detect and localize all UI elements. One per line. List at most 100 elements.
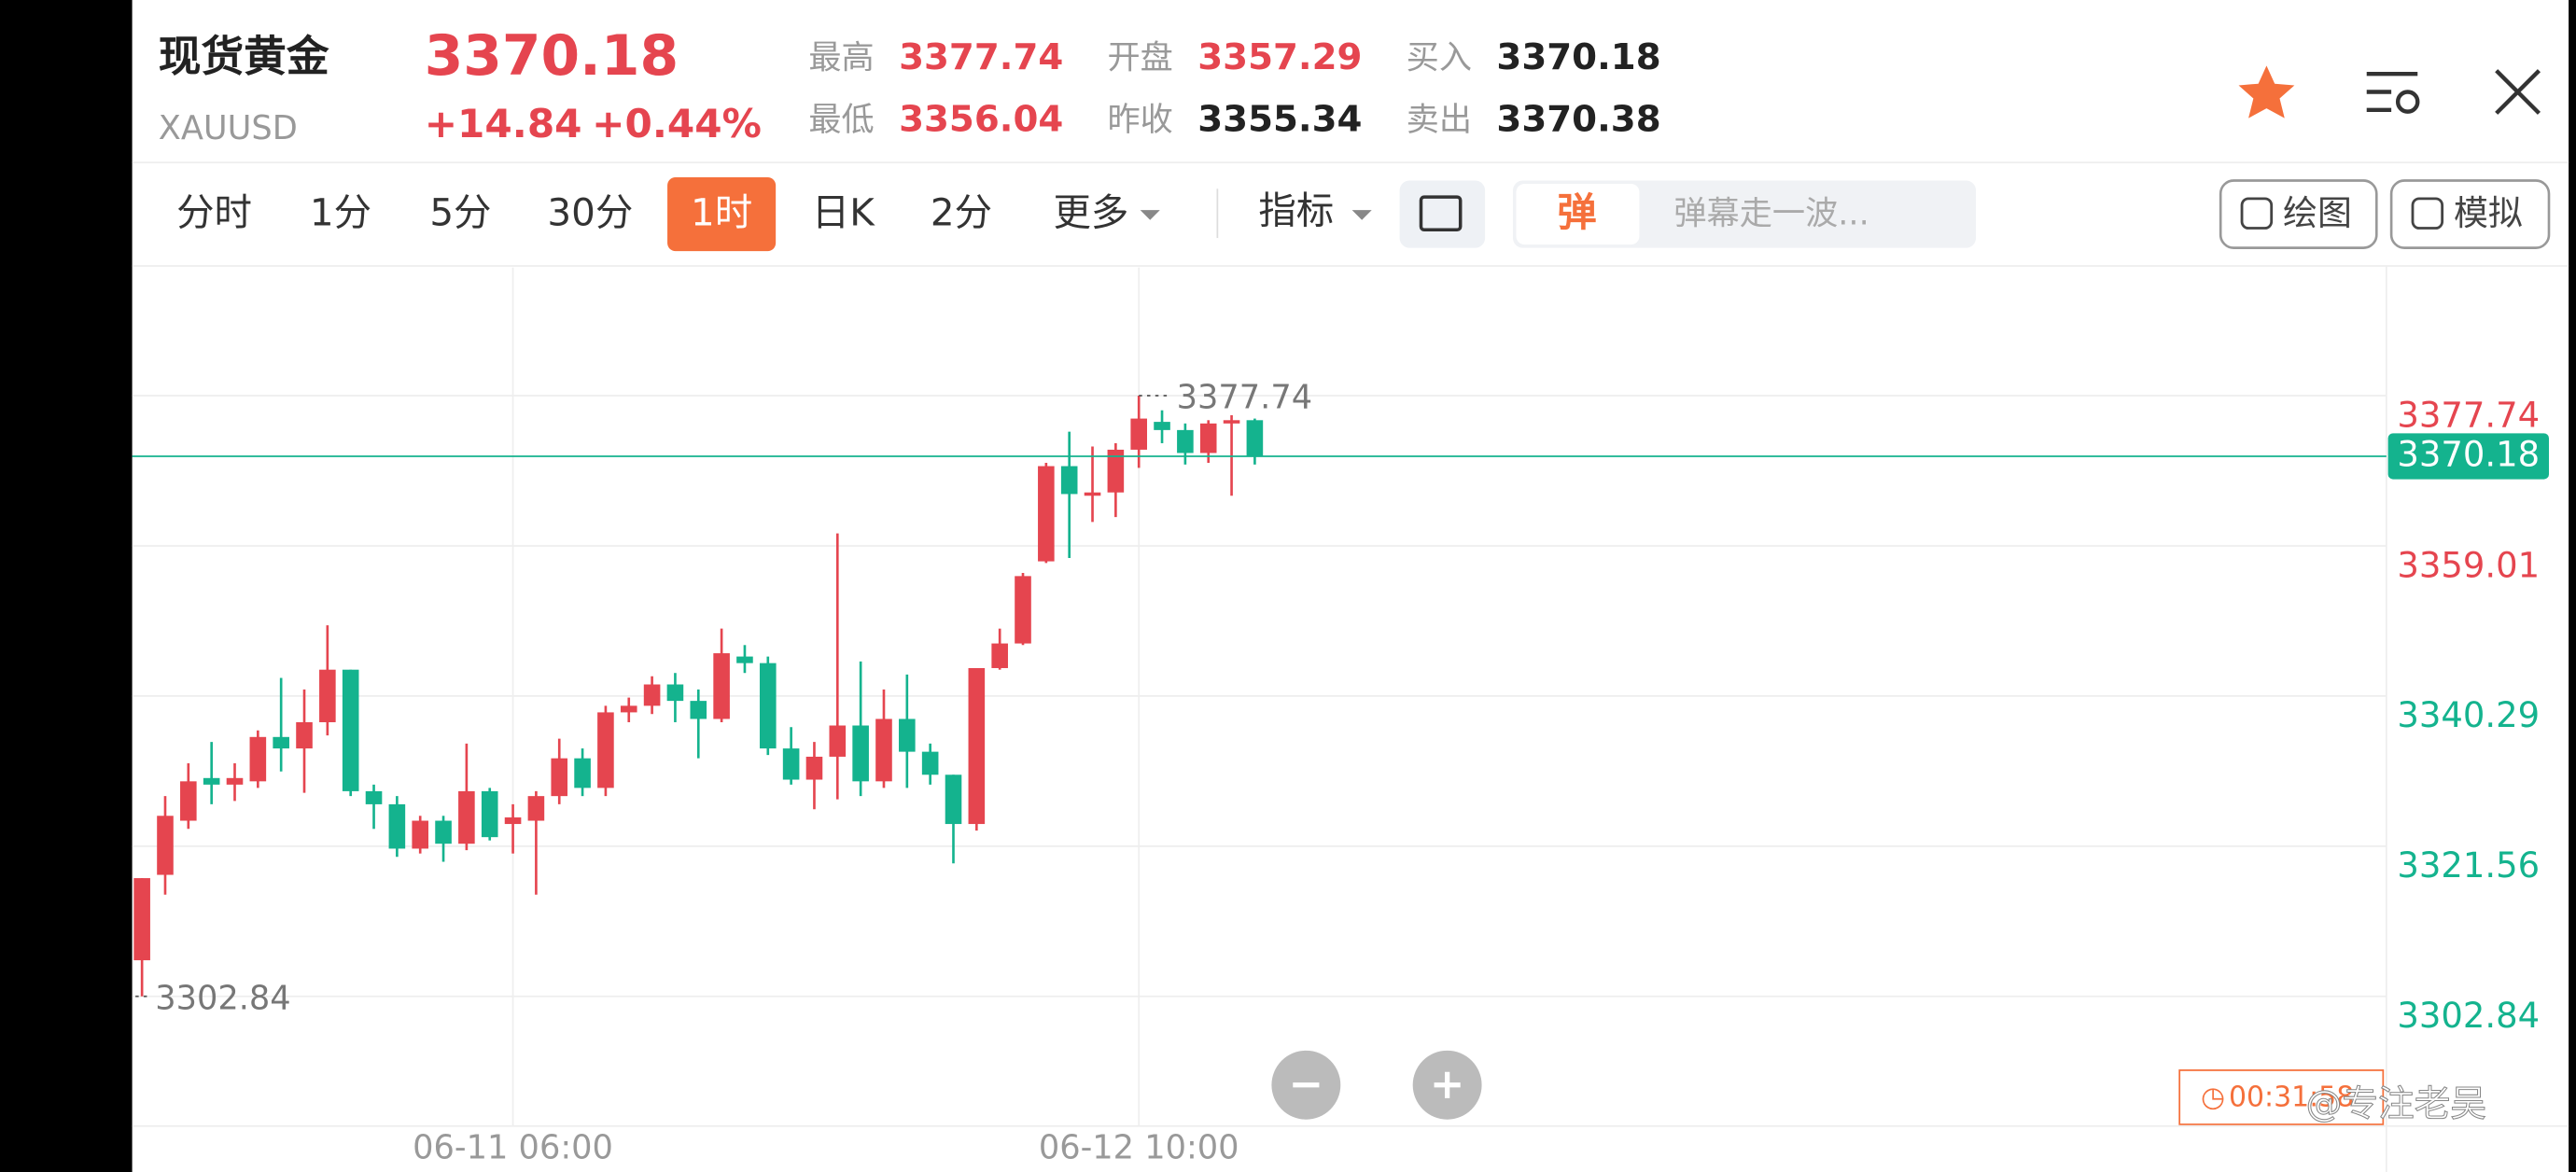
stat-value: 3370.38 [1496,99,1660,141]
candle-body [249,736,267,782]
tab[interactable]: 日K [812,189,875,234]
candle-body [1223,420,1240,424]
candle-body [597,712,614,788]
tab[interactable]: 2分 [931,189,992,234]
y-tick-label: 3377.74 [2397,395,2540,435]
candle-body [1130,418,1147,450]
candle-body [435,820,452,844]
min-label: 3302.84 [155,979,290,1017]
indicator-button[interactable]: 指标 [1258,188,1334,233]
candle-body [133,878,150,961]
candle-body [875,719,892,782]
tool-icon [2240,197,2274,230]
candle-body [504,817,522,825]
tab[interactable]: 更多 [1053,189,1128,234]
stat-value: 3377.74 [899,36,1063,78]
candle-body [180,781,197,821]
close-icon[interactable] [2495,69,2541,115]
danmaku-input[interactable]: 弹幕走一波... [1673,194,1869,232]
symbol: XAUUSD [159,109,298,147]
candle-body [551,758,568,797]
star-icon[interactable] [2238,65,2295,119]
y-tick-label: 3321.56 [2397,845,2540,886]
max-label: 3377.74 [1177,379,1312,417]
candle-body [899,719,916,752]
title: 现货黄金 [159,32,329,81]
change-pct: +0.44% [592,101,762,146]
tab[interactable]: 1时 [691,189,752,234]
tool-button-label[interactable]: 模拟 [2454,193,2523,233]
candle-body [736,656,753,663]
candle-body [620,705,637,713]
candle-body [690,701,707,719]
candle-body [481,790,498,838]
stat-label: 昨收 [1107,101,1172,139]
candle-body [342,669,359,791]
tab[interactable]: 分时 [176,189,252,234]
candle-body [1246,420,1264,456]
tab[interactable]: 1分 [310,189,371,234]
stat-label: 卖出 [1407,101,1472,139]
candle-body [945,774,962,825]
candle-body [226,777,244,785]
candle-body [968,667,986,825]
change: +14.84 [425,101,582,146]
y-tick-label: 3302.84 [2397,996,2540,1036]
candle-body [157,816,174,875]
candle-body [1107,449,1125,493]
danmaku-toggle[interactable] [1516,184,1640,245]
candle-body [203,777,220,785]
candle-body [1154,422,1170,430]
timer-box [2178,1069,2385,1125]
candle-body [1015,576,1031,644]
stat-label: 买入 [1407,38,1472,77]
timer: 00:31:58 [2229,1081,2354,1113]
settings-button[interactable] [1399,180,1486,248]
settings-icon [1419,195,1463,232]
candle-body [388,803,406,849]
app [132,0,2569,1172]
candle-body [574,758,591,788]
candle-body [1038,466,1055,562]
candle-body [1177,429,1194,453]
active-tab-bg[interactable] [667,176,777,252]
candle-body [365,790,383,804]
candle-body [527,796,545,821]
candle-body [805,756,823,780]
candle-body [991,643,1008,668]
candle-body [458,790,475,844]
tool-button-label[interactable]: 绘图 [2283,193,2352,233]
danmaku-icon: 弹 [1557,189,1596,235]
candle-body [782,748,800,780]
candle-body [829,725,847,757]
dropdown-arrow [1351,210,1372,220]
timer-icon: ◷ [2201,1081,2225,1113]
candle-body [273,736,289,749]
y-tick-label: 3340.29 [2397,695,2540,735]
x-tick-label: 06-12 10:00 [1039,1128,1239,1166]
stat-value: 3356.04 [899,99,1063,141]
candle-body [319,669,336,722]
tool-icon [2411,197,2444,230]
stat-value: 3357.29 [1197,36,1362,78]
tab[interactable]: 5分 [429,189,491,234]
last-price-badge [2387,433,2549,480]
watermark: @专注老吴 [2306,1083,2486,1125]
candle-body [412,820,429,849]
candle-body [759,663,777,749]
tab[interactable]: 30分 [547,189,633,234]
stat-value: 3355.34 [1197,99,1362,141]
candle-body [1199,423,1217,453]
star[interactable] [2238,65,2295,119]
zoom-in-icon [1434,1071,1461,1098]
y-tick-label: 3359.01 [2397,545,2540,585]
candle-body [643,684,661,706]
list-icon[interactable] [2366,71,2420,114]
candle-body [713,653,730,719]
candle-body [921,751,939,775]
candle-body [296,721,313,749]
candle-body [852,725,869,782]
candle-body [1060,466,1078,495]
